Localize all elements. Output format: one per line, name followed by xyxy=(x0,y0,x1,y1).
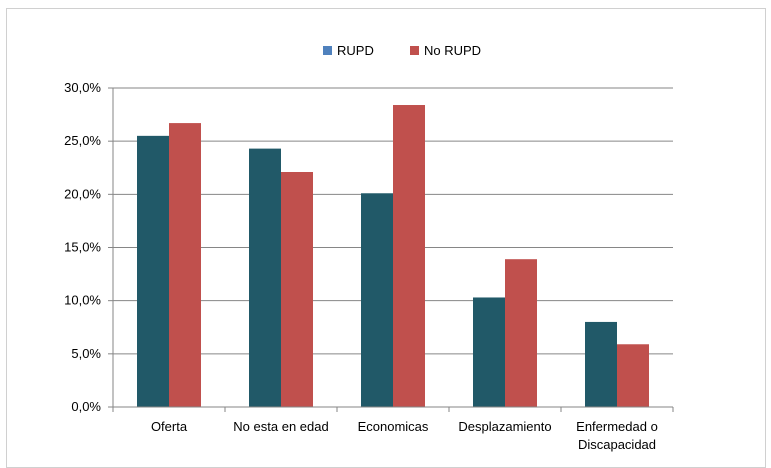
legend-label: RUPD xyxy=(337,43,374,58)
y-tick-label: 20,0% xyxy=(64,186,101,201)
bar-rupd xyxy=(361,193,393,407)
x-tick-label: Oferta xyxy=(151,419,188,434)
bar-rupd xyxy=(473,297,505,407)
legend-label: No RUPD xyxy=(424,43,481,58)
bar-rupd xyxy=(249,148,281,408)
bar-rupd xyxy=(137,135,169,407)
y-tick-label: 5,0% xyxy=(71,346,101,361)
y-tick-label: 25,0% xyxy=(64,133,101,148)
bar-no-rupd xyxy=(393,105,425,407)
y-tick-label: 30,0% xyxy=(64,80,101,95)
bar-no-rupd xyxy=(505,259,537,407)
x-tick-label: No esta en edad xyxy=(233,419,328,434)
bar-no-rupd xyxy=(169,123,201,407)
bars xyxy=(137,105,649,408)
y-tick-label: 0,0% xyxy=(71,399,101,414)
y-tick-label: 10,0% xyxy=(64,293,101,308)
bar-chart: 0,0% 5,0% 10,0% 15,0% 20,0% 25,0% 30,0% Oferta N… xyxy=(64,43,674,452)
bar-no-rupd xyxy=(617,344,649,407)
x-tick-label: Desplazamiento xyxy=(458,419,551,434)
axes: 0,0% 5,0% 10,0% 15,0% 20,0% 25,0% 30,0% Oferta N… xyxy=(64,80,674,452)
bar-rupd xyxy=(585,321,617,407)
y-tick-label: 15,0% xyxy=(64,240,101,255)
legend-swatch-no-rupd xyxy=(410,46,419,55)
bar-no-rupd xyxy=(281,172,313,407)
x-tick-label: Enfermedad o Discapacidad xyxy=(576,419,658,452)
legend-swatch-rupd xyxy=(323,46,332,55)
legend: RUPD No RUPD xyxy=(323,43,481,58)
x-tick-label: Economicas xyxy=(358,419,429,434)
